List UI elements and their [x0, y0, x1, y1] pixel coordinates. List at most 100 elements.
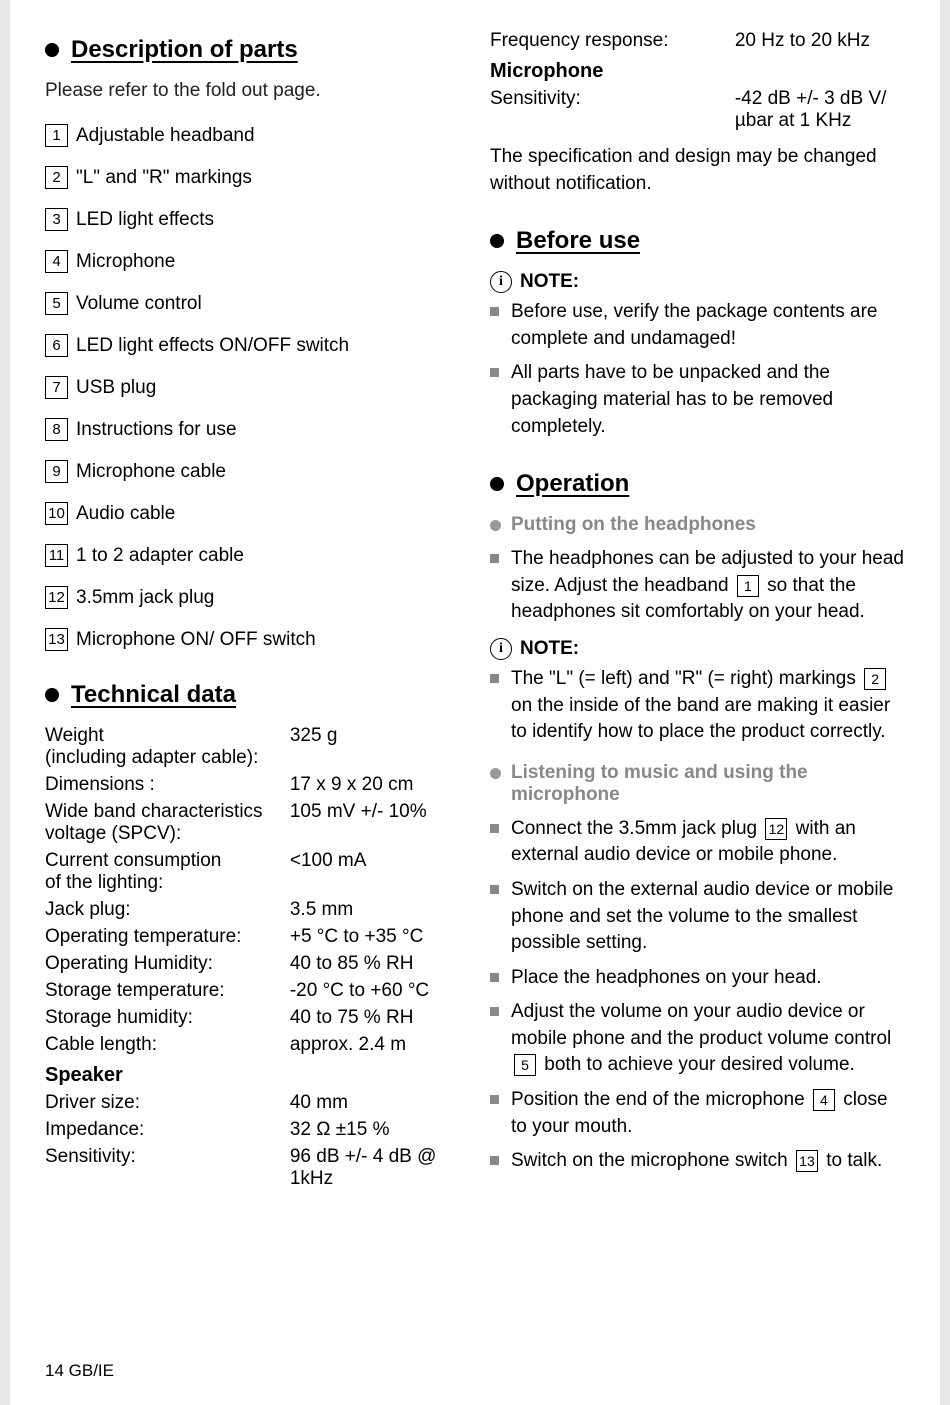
- text: on the inside of the band are making it …: [511, 695, 890, 743]
- part-row: 10Audio cable: [45, 502, 460, 525]
- spec-label: Impedance:: [45, 1119, 290, 1141]
- part-label: "L" and "R" markings: [76, 167, 252, 189]
- square-bullet-icon: [490, 1095, 499, 1104]
- part-row: 9Microphone cable: [45, 460, 460, 483]
- text: Place the headphones on your head.: [511, 965, 822, 992]
- spec-row: Current consumption of the lighting:<100…: [45, 850, 460, 894]
- section-header-before-use: Before use: [490, 227, 905, 255]
- text: All parts have to be unpacked and the pa…: [511, 360, 905, 440]
- spec-row: Storage humidity:40 to 75 % RH: [45, 1007, 460, 1029]
- spec-table-main: Weight (including adapter cable):325 gDi…: [45, 725, 460, 1056]
- square-bullet-icon: [490, 885, 499, 894]
- ref-num-box: 13: [796, 1150, 818, 1172]
- info-icon: i: [490, 638, 512, 660]
- part-label: Microphone ON/ OFF switch: [76, 629, 316, 651]
- spec-label: Sensitivity:: [45, 1146, 290, 1190]
- note-label: NOTE:: [520, 638, 579, 660]
- section-title: Technical data: [71, 681, 236, 709]
- part-label: 3.5mm jack plug: [76, 587, 214, 609]
- spec-label: Jack plug:: [45, 899, 290, 921]
- intro-text: Please refer to the fold out page.: [45, 80, 460, 102]
- bullet-icon: [490, 477, 504, 491]
- ref-num-box: 12: [765, 818, 787, 840]
- text: Adjust the volume on your audio device o…: [511, 1001, 891, 1049]
- spec-row: Storage temperature:-20 °C to +60 °C: [45, 980, 460, 1002]
- spec-value: 40 to 75 % RH: [290, 1007, 460, 1029]
- list-item: Before use, verify the package contents …: [490, 299, 905, 352]
- ref-num-box: 1: [737, 575, 759, 597]
- num-box: 11: [45, 544, 68, 567]
- text: Connect the 3.5mm jack plug: [511, 818, 762, 839]
- num-box: 12: [45, 586, 68, 609]
- ref-num-box: 5: [514, 1054, 536, 1076]
- spec-row: Cable length:approx. 2.4 m: [45, 1034, 460, 1056]
- square-bullet-icon: [490, 674, 499, 683]
- num-box: 3: [45, 208, 68, 231]
- text: both to achieve your desired volume.: [539, 1054, 855, 1075]
- parts-list: 1Adjustable headband2"L" and "R" marking…: [45, 124, 460, 651]
- section-header-technical: Technical data: [45, 681, 460, 709]
- spec-row: Impedance:32 Ω ±15 %: [45, 1119, 460, 1141]
- part-row: 6LED light effects ON/OFF switch: [45, 334, 460, 357]
- list-item: Place the headphones on your head.: [490, 965, 905, 992]
- part-label: Volume control: [76, 293, 202, 315]
- text: Before use, verify the package contents …: [511, 299, 905, 352]
- spec-row: Sensitivity:96 dB +/- 4 dB @ 1kHz: [45, 1146, 460, 1190]
- part-row: 5Volume control: [45, 292, 460, 315]
- spec-value: 40 mm: [290, 1092, 460, 1114]
- part-label: USB plug: [76, 377, 156, 399]
- part-row: 7 USB plug: [45, 376, 460, 399]
- spec-label: Dimensions :: [45, 774, 290, 796]
- ref-num-box: 2: [864, 668, 886, 690]
- square-bullet-icon: [490, 1156, 499, 1165]
- part-row: 2 "L" and "R" markings: [45, 166, 460, 189]
- spec-row-freq: Frequency response: 20 Hz to 20 kHz: [490, 30, 905, 52]
- part-row: 3LED light effects: [45, 208, 460, 231]
- num-box: 7: [45, 376, 68, 399]
- list-item: Connect the 3.5mm jack plug 12 with an e…: [490, 816, 905, 869]
- ref-num-box: 4: [813, 1089, 835, 1111]
- sub-title: Putting on the headphones: [511, 514, 756, 536]
- spec-row: Dimensions :17 x 9 x 20 cm: [45, 774, 460, 796]
- right-column: Frequency response: 20 Hz to 20 kHz Micr…: [490, 30, 905, 1195]
- sub-title: Listening to music and using the microph…: [511, 762, 905, 806]
- num-box: 2: [45, 166, 68, 189]
- spec-row: Operating Humidity:40 to 85 % RH: [45, 953, 460, 975]
- spec-value: -20 °C to +60 °C: [290, 980, 460, 1002]
- spec-value: 17 x 9 x 20 cm: [290, 774, 460, 796]
- spec-value: 40 to 85 % RH: [290, 953, 460, 975]
- spec-value: 3.5 mm: [290, 899, 460, 921]
- note-label: NOTE:: [520, 271, 579, 293]
- spec-row: Jack plug:3.5 mm: [45, 899, 460, 921]
- section-title: Before use: [516, 227, 640, 255]
- spec-value: -42 dB +/- 3 dB V/µbar at 1 KHz: [735, 88, 905, 132]
- bullet-icon: [45, 43, 59, 57]
- num-box: 9: [45, 460, 68, 483]
- part-row: 111 to 2 adapter cable: [45, 544, 460, 567]
- section-title: Operation: [516, 470, 629, 498]
- num-box: 4: [45, 250, 68, 273]
- text: Position the end of the microphone: [511, 1089, 810, 1110]
- note-header: i NOTE:: [490, 271, 905, 293]
- text: to talk.: [821, 1150, 882, 1171]
- part-row: 12 3.5mm jack plug: [45, 586, 460, 609]
- spec-value: 32 Ω ±15 %: [290, 1119, 460, 1141]
- spec-label: Wide band characteristics voltage (SPCV)…: [45, 801, 290, 845]
- spec-value: 325 g: [290, 725, 460, 769]
- page-footer: 14 GB/IE: [45, 1361, 114, 1381]
- spec-row: Sensitivity:-42 dB +/- 3 dB V/µbar at 1 …: [490, 88, 905, 132]
- list-item: The "L" (= left) and "R" (= right) marki…: [490, 666, 905, 746]
- num-box: 10: [45, 502, 68, 525]
- spec-label: Cable length:: [45, 1034, 290, 1056]
- part-label: LED light effects ON/OFF switch: [76, 335, 349, 357]
- spec-label: Weight (including adapter cable):: [45, 725, 290, 769]
- spec-value: 96 dB +/- 4 dB @ 1kHz: [290, 1146, 460, 1190]
- spec-table-speaker: Driver size:40 mmImpedance:32 Ω ±15 %Sen…: [45, 1092, 460, 1190]
- subsection-header: Putting on the headphones: [490, 514, 905, 536]
- page: Description of parts Please refer to the…: [10, 0, 940, 1405]
- text: Switch on the external audio device or m…: [511, 877, 905, 957]
- spec-row: Driver size:40 mm: [45, 1092, 460, 1114]
- list-item: Position the end of the microphone 4 clo…: [490, 1087, 905, 1140]
- spec-label: Storage humidity:: [45, 1007, 290, 1029]
- spec-label: Operating temperature:: [45, 926, 290, 948]
